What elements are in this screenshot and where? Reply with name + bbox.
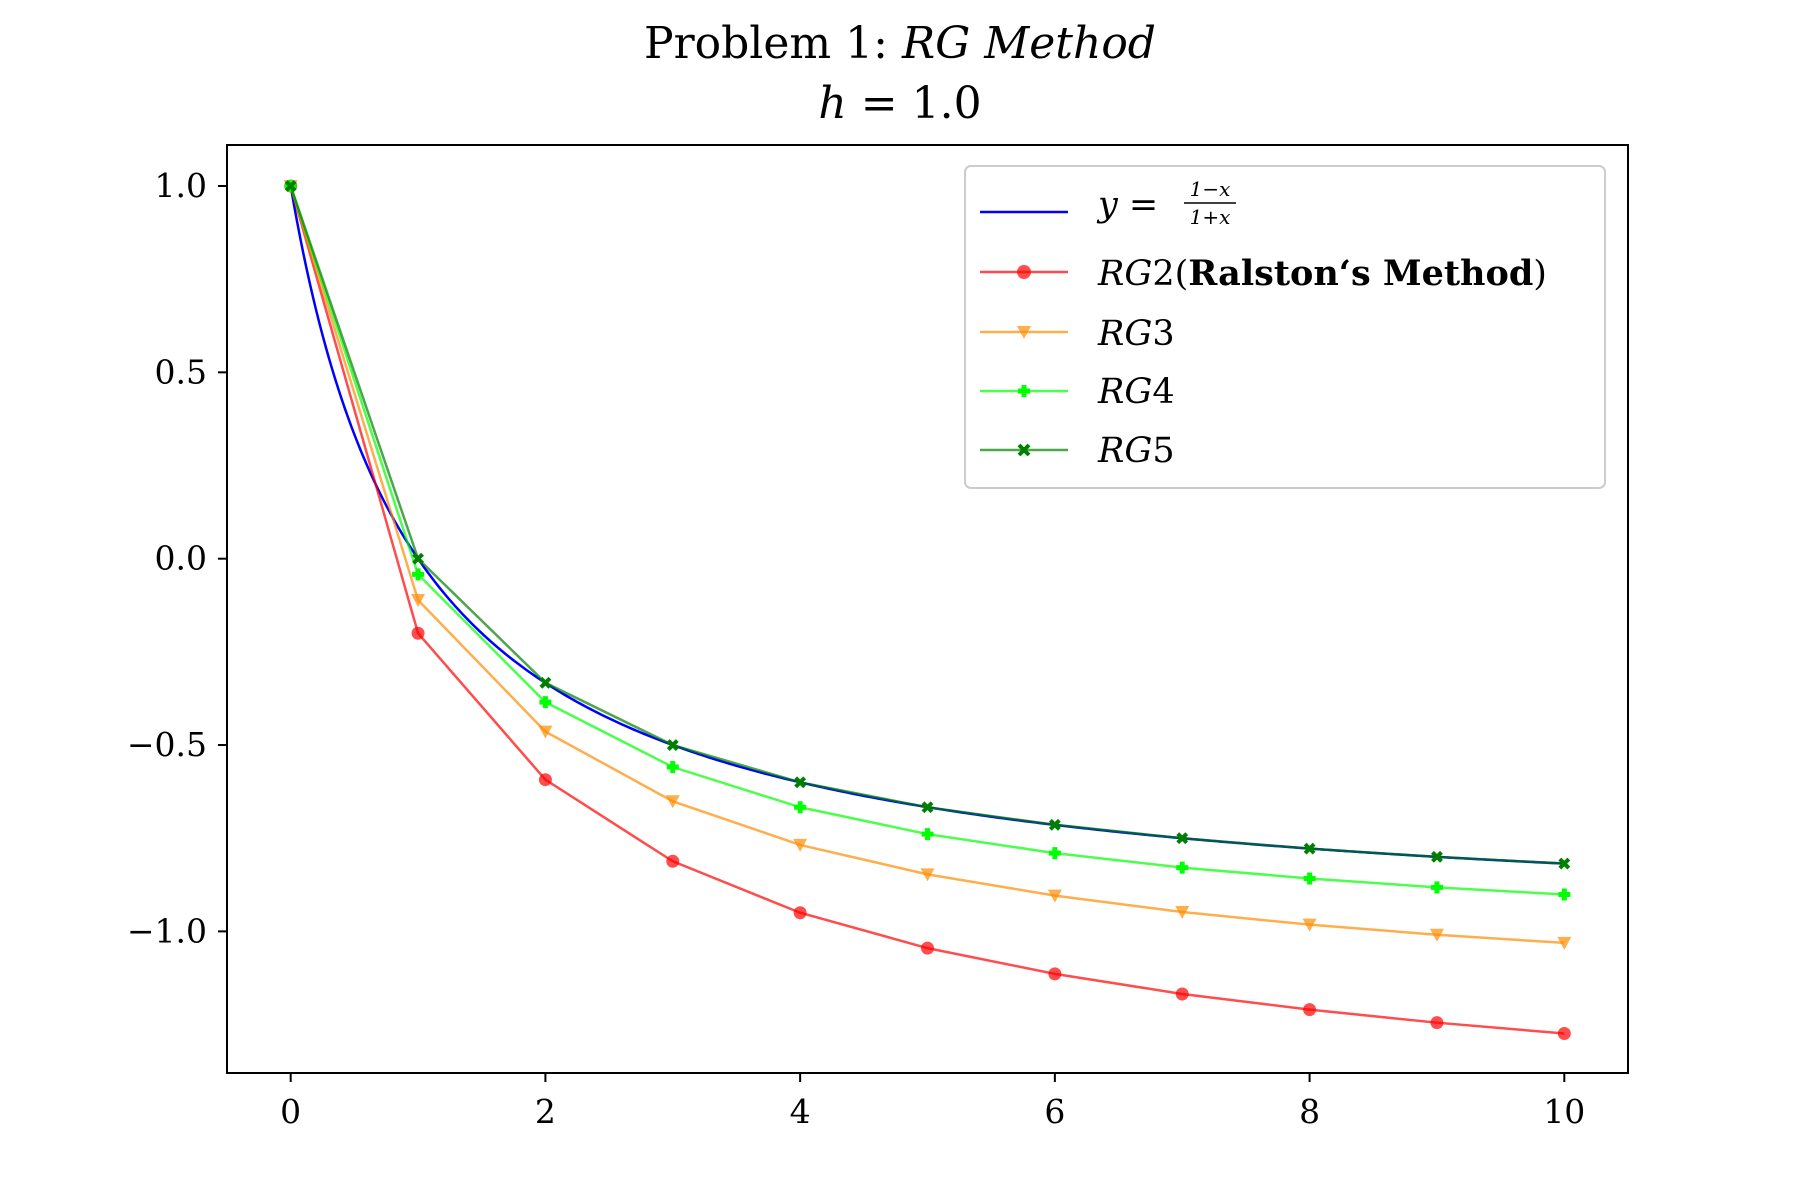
data-point-rg3-4	[793, 838, 808, 852]
data-point-rg5-3	[666, 739, 679, 751]
plot-area	[283, 179, 1572, 1040]
data-point-rg2-9	[1430, 1016, 1444, 1030]
data-point-rg4-4	[794, 801, 807, 814]
data-point-rg2-8	[1303, 1003, 1317, 1017]
x-tick-label-4: 4	[790, 1092, 811, 1131]
legend-label-rg5-number: 5	[1152, 431, 1174, 471]
legend-box	[964, 165, 1606, 489]
data-point-rg5-1	[412, 552, 424, 565]
y-tick-label-3: −0.5	[127, 725, 207, 764]
data-point-rg2-10	[1557, 1026, 1571, 1040]
axes: 0 2 4 6 8 10 1.0 0.5 0.0 −0.5 −1.0	[127, 144, 1629, 1131]
chart-title-method: RG Method	[901, 18, 1156, 69]
data-point-rg4-9	[1430, 881, 1443, 894]
legend-label-rg3-prefix: RG	[1097, 314, 1152, 354]
chart-subtitle: h = 1.0	[818, 78, 981, 129]
data-point-rg3-9	[1429, 928, 1444, 942]
legend-marker-rg3	[1017, 326, 1031, 339]
legend-label-rg4-prefix: RG	[1097, 372, 1152, 412]
chart-subtitle-rest: = 1.0	[847, 78, 982, 129]
data-point-rg3-1	[411, 594, 426, 608]
x-tick-label-6: 6	[1044, 1092, 1065, 1131]
data-point-rg5-5	[921, 801, 934, 814]
legend-label-rg3: RG3	[1097, 314, 1175, 354]
data-point-rg2-3	[666, 854, 680, 868]
data-point-rg5-0	[284, 180, 297, 192]
series-rg5	[284, 180, 1571, 870]
legend-label-exact-lhs: y =	[1096, 185, 1158, 225]
data-point-rg2-1	[411, 626, 425, 640]
y-tick-label-4: −1.0	[127, 911, 207, 950]
data-point-rg2-4	[793, 906, 807, 920]
legend-entry-rg3: RG3	[980, 314, 1175, 354]
data-point-rg5-10	[1558, 857, 1571, 870]
legend-label-rg2-close: )	[1533, 254, 1547, 294]
legend-label-rg2-number: 2	[1152, 254, 1174, 294]
chart-subtitle-var: h	[818, 78, 846, 129]
legend-entry-rg2: RG2(Ralston‘s Method)	[980, 253, 1547, 294]
data-point-rg4-10	[1558, 888, 1571, 901]
legend-marker-rg2	[1017, 265, 1031, 279]
legend-entry-exact: y = 1−x 1+x	[980, 177, 1236, 229]
x-tick-label-2: 2	[535, 1092, 556, 1131]
data-point-rg3-7	[1175, 905, 1190, 919]
chart-title-prefix: Problem 1:	[644, 18, 902, 69]
data-point-rg4-7	[1176, 861, 1189, 874]
legend-marker-rg5	[1017, 443, 1031, 457]
legend-label-rg4-number: 4	[1152, 372, 1174, 412]
legend-label-exact-denominator: 1+x	[1190, 205, 1231, 229]
data-point-rg3-3	[665, 795, 680, 809]
legend-label-exact-numerator: 1−x	[1190, 177, 1231, 201]
x-tick-label-10: 10	[1543, 1092, 1585, 1131]
data-point-rg4-6	[1048, 847, 1061, 860]
axes-frame	[226, 144, 1629, 1074]
legend-entry-rg4: RG4	[980, 372, 1175, 412]
legend-label-rg2-prefix: RG	[1097, 254, 1152, 294]
y-tick-label-0: 1.0	[155, 166, 207, 205]
data-point-rg3-8	[1302, 918, 1317, 932]
data-point-rg5-4	[794, 776, 807, 789]
legend-label-rg5: RG5	[1097, 431, 1175, 471]
data-point-rg2-7	[1175, 987, 1189, 1001]
data-point-rg2-5	[921, 941, 934, 955]
x-tick-label-8: 8	[1299, 1092, 1320, 1131]
data-point-rg3-2	[538, 725, 553, 739]
series-rg2	[284, 179, 1571, 1040]
data-point-rg2-2	[538, 773, 552, 787]
data-point-rg5-7	[1176, 832, 1189, 845]
legend-marker-rg4	[1018, 385, 1030, 397]
data-point-rg2-6	[1048, 967, 1062, 981]
data-point-rg4-8	[1303, 872, 1316, 885]
data-point-rg4-2	[539, 696, 552, 709]
data-point-rg3-6	[1047, 889, 1062, 903]
data-point-rg5-8	[1303, 842, 1316, 855]
data-point-rg5-2	[539, 676, 552, 689]
data-point-rg5-6	[1048, 818, 1061, 831]
legend: y = 1−x 1+x RG2(Ralston‘s Method) RG3 RG…	[964, 165, 1606, 489]
legend-entry-rg5: RG5	[980, 431, 1175, 471]
data-point-rg4-3	[666, 761, 679, 774]
legend-label-rg3-number: 3	[1152, 314, 1174, 354]
y-tick-label-1: 0.5	[155, 352, 207, 391]
x-tick-label-0: 0	[280, 1092, 301, 1131]
chart-title: Problem 1: RG Method	[644, 18, 1156, 69]
series-rg4	[284, 179, 1571, 901]
legend-label-rg2-open: (	[1175, 254, 1189, 294]
data-point-rg4-5	[921, 828, 934, 841]
legend-label-rg4: RG4	[1097, 372, 1175, 412]
legend-label-rg5-prefix: RG	[1097, 431, 1152, 471]
y-tick-label-2: 0.0	[155, 539, 207, 578]
legend-label-rg2-bold: Ralston‘s Method	[1188, 253, 1533, 294]
data-point-rg3-10	[1557, 936, 1572, 950]
data-point-rg4-1	[412, 568, 425, 581]
data-point-rg3-5	[920, 868, 935, 882]
data-point-rg5-9	[1431, 850, 1443, 863]
legend-label-rg2: RG2(Ralston‘s Method)	[1097, 253, 1547, 294]
